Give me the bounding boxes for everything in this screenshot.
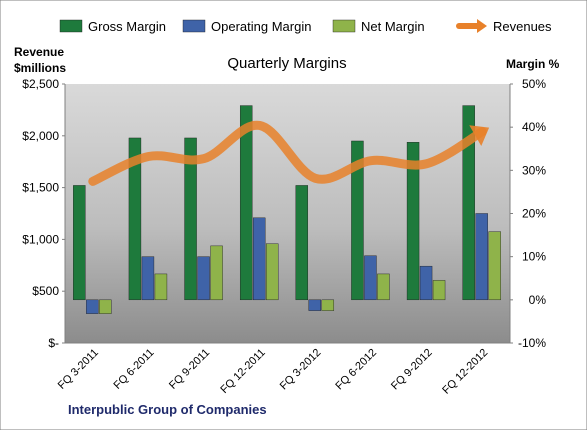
bars-layer: [73, 105, 501, 314]
bar-net-margin-6: [432, 280, 446, 301]
line-revenues: [88, 120, 487, 186]
legend-label-revenues: Revenues: [493, 19, 552, 34]
left-tick-label: $2,500: [22, 77, 59, 91]
right-tick-label: 20%: [522, 207, 546, 221]
bar-gross-margin-3: [239, 105, 253, 301]
bar-net-margin-1: [154, 273, 168, 301]
bar-net-margin-0: [99, 299, 112, 314]
left-tick-label: $-: [48, 336, 59, 350]
bar-gross-margin-6: [406, 142, 420, 301]
bar-gross-margin-0: [73, 185, 86, 301]
line-arrowhead: [469, 125, 490, 147]
bar-operating-margin-4: [308, 299, 322, 311]
bar-net-margin-2: [210, 245, 223, 301]
legend-swatch-net-margin: [332, 19, 356, 33]
bar-net-margin-4: [321, 299, 335, 311]
left-tick-label: $500: [32, 284, 59, 298]
legend: Gross Margin Operating Margin Net Margin Re…: [59, 19, 552, 34]
legend-label-net-margin: Net Margin: [361, 19, 425, 34]
right-axis-title: Margin %: [506, 57, 560, 71]
bar-net-margin-7: [488, 231, 501, 301]
right-tick-label: 10%: [522, 250, 546, 264]
bar-operating-margin-5: [364, 255, 377, 301]
legend-label-gross-margin: Gross Margin: [88, 19, 166, 34]
right-tick-label: 40%: [522, 120, 546, 134]
left-tick-label: $1,500: [22, 181, 59, 195]
left-tick-label: $1,000: [22, 232, 59, 246]
legend-label-operating-margin: Operating Margin: [211, 19, 311, 34]
bar-operating-margin-0: [86, 299, 99, 314]
left-axis-title-line1: Revenue: [14, 45, 64, 59]
bar-gross-margin-2: [184, 137, 197, 301]
bar-operating-margin-3: [252, 217, 266, 301]
bar-operating-margin-1: [141, 256, 155, 301]
bar-gross-margin-4: [295, 185, 309, 301]
bar-operating-margin-2: [197, 256, 210, 301]
company-label: Interpublic Group of Companies: [68, 402, 267, 417]
legend-swatch-arrowhead: [477, 19, 487, 33]
left-axis-title-line2: $millions: [14, 61, 66, 75]
chart-title: Quarterly Margins: [227, 55, 346, 72]
right-tick-label: 50%: [522, 77, 546, 91]
bar-gross-margin-7: [462, 105, 475, 301]
bar-net-margin-5: [377, 273, 390, 301]
left-tick-label: $2,000: [22, 129, 59, 143]
legend-swatch-gross-margin: [59, 19, 83, 33]
legend-swatch-operating-margin: [182, 19, 206, 33]
right-tick-label: 30%: [522, 163, 546, 177]
bar-operating-margin-6: [419, 265, 433, 301]
bar-operating-margin-7: [475, 213, 488, 301]
bar-gross-margin-5: [351, 140, 364, 301]
bar-gross-margin-1: [128, 137, 142, 301]
bar-net-margin-3: [265, 243, 279, 301]
right-tick-label: 0%: [529, 293, 547, 307]
right-tick-label: -10%: [518, 336, 546, 350]
line-layer: [88, 120, 490, 186]
